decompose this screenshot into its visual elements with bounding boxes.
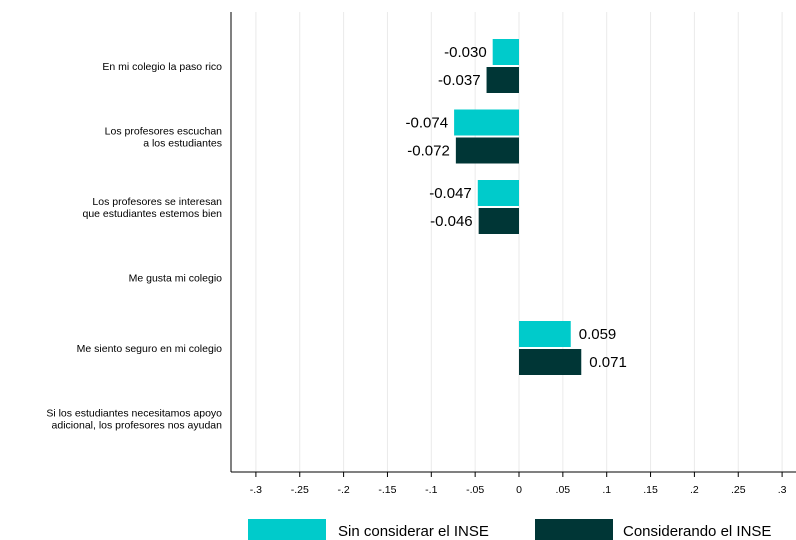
x-tick-label: -.1 — [425, 484, 437, 496]
legend-label: Considerando el INSE — [623, 523, 771, 540]
bars — [454, 39, 582, 375]
category-label: Si los estudiantes necesitamos apoyo adic… — [46, 408, 222, 432]
x-tick-label: -.05 — [466, 484, 484, 496]
category-labels: En mi colegio la paso rico Los profesores… — [46, 61, 222, 432]
category-label: Los profesores escuchan a los estudiantes — [105, 126, 222, 150]
legend-label: Sin considerar el INSE — [338, 523, 489, 540]
bar — [478, 208, 519, 234]
bar — [477, 180, 519, 206]
legend-item: Sin considerar el INSE — [248, 519, 489, 540]
data-label: -0.072 — [407, 143, 450, 160]
category-label: Me siento seguro en mi colegio — [77, 343, 222, 355]
bar — [455, 137, 519, 164]
legend-swatch — [535, 519, 613, 540]
data-label: 0.071 — [589, 354, 627, 371]
x-tick-label: -.15 — [378, 484, 396, 496]
category-label: Los profesores se interesan que estudiant… — [82, 196, 222, 220]
x-tick-label: .05 — [556, 484, 571, 496]
data-label: -0.046 — [430, 213, 473, 230]
bar — [486, 67, 519, 93]
data-labels: -0.030 -0.074 -0.047 0.059 -0.037 -0.072 -0.04… — [406, 44, 627, 371]
x-tick-label: -.25 — [291, 484, 309, 496]
data-label: -0.047 — [429, 185, 472, 202]
category-label: Me gusta mi colegio — [129, 273, 223, 285]
x-tick-label: .25 — [731, 484, 746, 496]
x-tick-label: .1 — [602, 484, 611, 496]
x-tick-label: .15 — [643, 484, 658, 496]
bar — [519, 349, 582, 375]
x-tick-label: .2 — [690, 484, 699, 496]
x-tick-labels: -.3 -.25 -.2 -.15 -.1 -.05 0 .05 .1 .15 .2 .25 .3 — [250, 472, 787, 496]
x-tick-label: .3 — [778, 484, 787, 496]
data-label: 0.059 — [579, 326, 617, 343]
data-label: -0.037 — [438, 72, 481, 89]
data-label: -0.030 — [444, 44, 487, 61]
legend-item: Considerando el INSE — [535, 519, 771, 540]
axes — [230, 12, 796, 473]
x-tick-label: -.3 — [250, 484, 262, 496]
data-label: -0.074 — [406, 115, 449, 132]
bar — [454, 109, 519, 136]
x-tick-label: 0 — [516, 484, 522, 496]
bar — [519, 321, 571, 347]
category-label: En mi colegio la paso rico — [102, 61, 222, 73]
bar — [492, 39, 519, 65]
legend: Sin considerar el INSE Considerando el IN… — [248, 519, 771, 540]
x-tick-label: -.2 — [337, 484, 349, 496]
gridlines — [255, 12, 783, 472]
legend-swatch — [248, 519, 326, 540]
